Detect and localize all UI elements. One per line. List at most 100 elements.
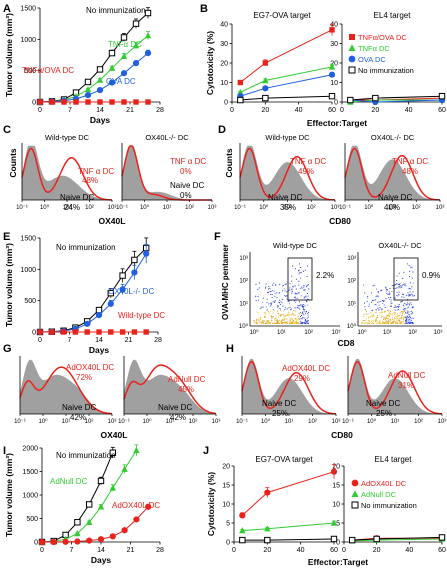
y-tick-label: 10¹ xyxy=(347,301,356,307)
event-dot xyxy=(364,292,366,294)
event-dot xyxy=(267,291,269,293)
event-dot xyxy=(290,321,292,323)
event-dot xyxy=(282,314,283,316)
event-dot xyxy=(392,321,394,322)
event-dot xyxy=(387,289,388,291)
x-tick-label: 10² xyxy=(189,419,198,425)
event-dot xyxy=(304,322,306,324)
event-dot xyxy=(276,322,277,324)
event-dot xyxy=(276,319,278,321)
event-dot xyxy=(379,307,381,309)
event-dot xyxy=(278,314,280,316)
event-dot xyxy=(294,285,296,287)
data-point xyxy=(60,329,67,335)
event-dot xyxy=(258,299,260,301)
event-dot xyxy=(261,320,263,322)
event-dot xyxy=(376,323,378,324)
event-dot xyxy=(363,323,365,324)
event-dot xyxy=(409,270,411,272)
event-dot xyxy=(391,291,393,293)
event-dot xyxy=(306,286,307,288)
event-dot xyxy=(364,320,366,322)
histogram-label: 31% xyxy=(398,381,414,390)
data-point xyxy=(133,446,140,454)
event-dot xyxy=(378,301,380,303)
histogram-label: 35% xyxy=(280,203,296,212)
data-point xyxy=(121,527,128,534)
event-dot xyxy=(383,323,385,324)
event-dot xyxy=(399,282,401,284)
event-dot xyxy=(279,319,281,321)
panel-letter: D xyxy=(218,124,226,136)
data-point xyxy=(37,329,43,335)
dot-plot-title: OX40L-/- DC xyxy=(378,241,422,250)
naive-dc-histogram xyxy=(240,145,335,200)
event-dot xyxy=(409,314,411,316)
event-dot xyxy=(274,310,275,312)
event-dot xyxy=(399,312,401,314)
event-dot xyxy=(398,286,400,288)
event-dot xyxy=(407,311,408,313)
histogram-label: 45% xyxy=(178,385,194,394)
event-dot xyxy=(394,288,396,289)
event-dot xyxy=(412,322,414,324)
event-dot xyxy=(396,319,398,321)
histogram-label: 49% xyxy=(298,167,314,176)
event-dot xyxy=(374,304,376,305)
panel-letter: F xyxy=(214,231,221,243)
histogram-label: TNF α DC xyxy=(290,157,326,166)
event-dot xyxy=(390,318,391,320)
event-dot xyxy=(271,316,273,318)
event-dot xyxy=(406,322,408,324)
event-dot xyxy=(409,294,411,296)
event-dot xyxy=(390,311,392,313)
event-dot xyxy=(411,294,413,296)
data-point xyxy=(131,256,138,264)
event-dot xyxy=(276,306,278,308)
event-dot xyxy=(409,287,411,289)
event-dot xyxy=(376,294,378,296)
event-dot xyxy=(411,317,413,319)
x-tick-label: 10² xyxy=(308,419,317,425)
event-dot xyxy=(256,321,258,323)
event-dot xyxy=(392,313,394,315)
y-tick-label: 20 xyxy=(222,464,230,471)
data-point xyxy=(262,60,269,66)
data-point xyxy=(132,20,140,27)
x-tick-label: 14 xyxy=(95,337,103,344)
event-dot xyxy=(390,303,392,305)
y-tick-label: 1000 xyxy=(22,493,38,500)
event-dot xyxy=(306,285,308,287)
event-dot xyxy=(258,282,260,284)
event-dot xyxy=(408,311,410,313)
event-dot xyxy=(292,322,294,324)
event-dot xyxy=(410,304,412,305)
event-dot xyxy=(371,300,373,302)
event-dot xyxy=(405,312,406,314)
x-tick-label: 60 xyxy=(438,107,446,114)
event-dot xyxy=(391,323,393,324)
data-point xyxy=(96,329,102,335)
event-dot xyxy=(275,284,276,286)
series-line xyxy=(242,538,335,541)
event-dot xyxy=(383,321,385,323)
x-tick-label: 10³ xyxy=(108,205,117,211)
x-tick-label: 10¹ xyxy=(388,205,397,211)
event-dot xyxy=(269,291,271,293)
histogram-label: TNF α DC xyxy=(78,167,114,176)
event-dot xyxy=(265,287,266,289)
event-dot xyxy=(265,306,267,308)
event-dot xyxy=(407,322,409,324)
y-axis-label: OVA-MHC pentamer xyxy=(221,244,230,320)
event-dot xyxy=(380,312,382,314)
event-dot xyxy=(258,287,260,289)
event-dot xyxy=(266,309,268,311)
event-dot xyxy=(294,314,296,316)
stimulated-dc-histogram xyxy=(21,147,112,201)
event-dot xyxy=(377,322,379,324)
event-dot xyxy=(266,302,268,304)
data-point xyxy=(330,535,338,543)
x-tick-label: 60 xyxy=(438,547,446,554)
